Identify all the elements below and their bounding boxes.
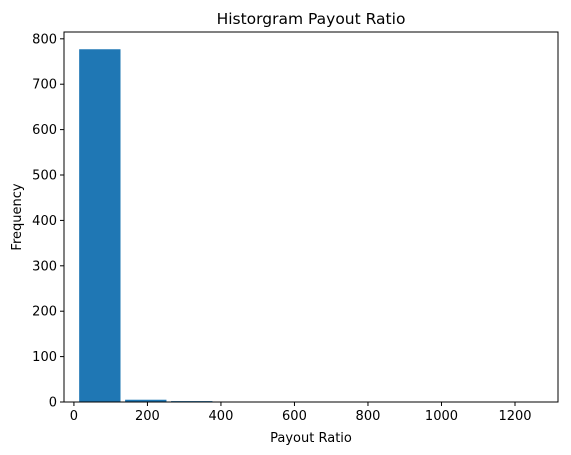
y-tick-label: 800 [32,32,57,47]
y-tick-label: 0 [49,396,57,411]
x-tick-label: 600 [282,409,307,424]
x-axis-label: Payout Ratio [270,431,352,446]
x-tick-label: 0 [70,409,78,424]
chart-title: Historgram Payout Ratio [217,10,406,28]
y-tick-label: 100 [32,350,57,365]
y-tick-label: 500 [32,169,57,184]
x-tick-label: 1200 [498,409,531,424]
x-tick-label: 1000 [425,409,458,424]
bar-0 [79,49,121,403]
y-tick-label: 600 [32,123,57,138]
plot-frame [63,31,559,403]
y-tick-label: 200 [32,305,57,320]
y-ticks-layer: 0 100 200 300 400 500 600 700 800 [32,32,64,411]
y-tick-label: 300 [32,259,57,274]
x-tick-label: 200 [135,409,160,424]
x-ticks-layer: 0 200 400 600 800 1000 1200 [70,402,532,424]
x-tick-label: 800 [356,409,381,424]
x-tick-label: 400 [209,409,234,424]
bars-layer [79,49,535,403]
y-tick-label: 400 [32,214,57,229]
bar-1 [125,399,167,402]
y-axis-label: Frequency [10,183,25,250]
y-tick-label: 700 [32,78,57,93]
